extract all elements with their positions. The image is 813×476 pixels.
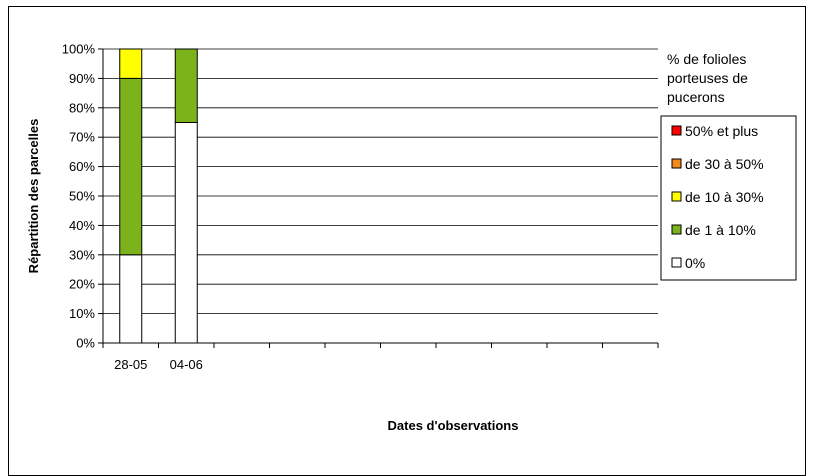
x-tick-label: 28-05: [114, 357, 147, 372]
bar-segment: [174, 48, 198, 123]
y-tick-label: 30%: [69, 247, 95, 262]
y-tick-label: 40%: [69, 218, 95, 233]
legend-swatch: [671, 224, 682, 235]
y-tick-label: 20%: [69, 277, 95, 292]
legend-label: 0%: [685, 255, 705, 271]
legend-swatch: [671, 158, 682, 169]
x-tick-label: 04-06: [170, 357, 203, 372]
x-axis-title: Dates d'observations: [388, 418, 519, 433]
legend-label: de 30 à 50%: [685, 156, 764, 172]
legend-box: [660, 115, 797, 281]
legend-swatch: [671, 257, 682, 268]
y-tick-label: 100%: [62, 42, 96, 57]
legend-label: de 10 à 30%: [685, 189, 764, 205]
legend-swatch: [671, 191, 682, 202]
bar-segment: [174, 122, 198, 344]
y-tick-label: 70%: [69, 130, 95, 145]
y-tick-label: 50%: [69, 189, 95, 204]
bar-segment: [119, 77, 143, 256]
legend-label: 50% et plus: [685, 123, 758, 139]
y-axis-title: Répartition des parcelles: [26, 119, 41, 274]
bar-segment: [119, 254, 143, 344]
y-tick-label: 10%: [69, 306, 95, 321]
y-tick-label: 0%: [76, 336, 95, 351]
y-tick-label: 60%: [69, 159, 95, 174]
legend-title: porteuses de: [667, 70, 748, 86]
bar-segment: [119, 48, 143, 79]
legend-title: pucerons: [667, 89, 725, 105]
legend-title: % de folioles: [667, 51, 746, 67]
legend-swatch: [671, 125, 682, 136]
y-tick-label: 80%: [69, 100, 95, 115]
legend-label: de 1 à 10%: [685, 222, 756, 238]
y-tick-label: 90%: [69, 71, 95, 86]
